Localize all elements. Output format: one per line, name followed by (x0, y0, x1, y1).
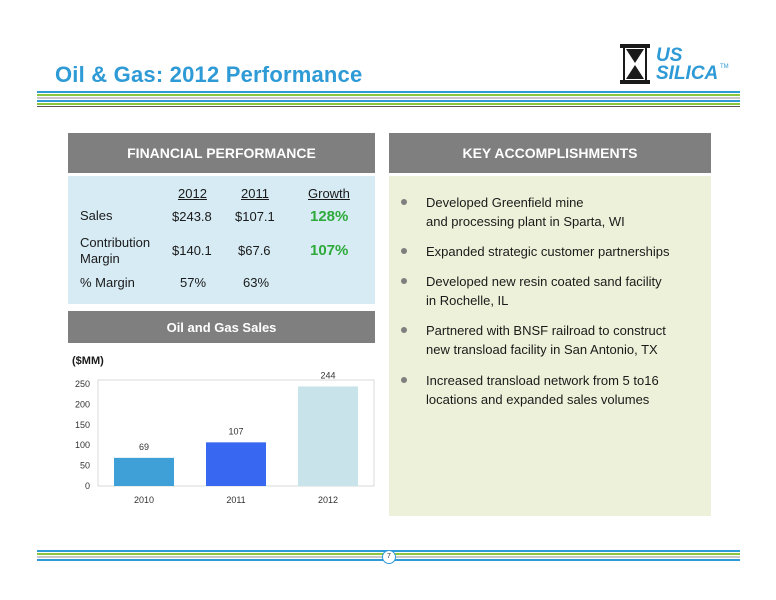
y-tick-label: 100 (75, 440, 90, 450)
column-header-2011: 2011 (241, 186, 269, 201)
list-item-line: Developed new resin coated sand facility (426, 274, 662, 289)
row-label-sales: Sales (80, 208, 113, 223)
list-item-line: and processing plant in Sparta, WI (426, 214, 625, 229)
list-item-line: Expanded strategic customer partnerships (426, 244, 670, 259)
column-header-2012: 2012 (178, 186, 207, 201)
logo-trademark: TM (720, 64, 729, 70)
bullet-icon (401, 248, 407, 254)
list-item-line: Partnered with BNSF railroad to construc… (426, 323, 666, 338)
y-tick-label: 50 (80, 461, 90, 471)
oil-gas-sales-header: Oil and Gas Sales (68, 311, 375, 343)
financial-performance-header: FINANCIAL PERFORMANCE (68, 133, 375, 173)
list-item-line: Increased transload network from 5 to16 (426, 373, 659, 388)
sales-growth: 128% (310, 208, 349, 225)
y-tick-label: 0 (85, 481, 90, 491)
bar-2012 (298, 386, 358, 486)
contribution-margin-2011: $67.6 (238, 243, 271, 258)
sales-2011: $107.1 (235, 209, 275, 224)
sales-2012: $243.8 (172, 209, 212, 224)
bullet-icon (401, 327, 407, 333)
bar-2010 (114, 457, 174, 486)
y-tick-label: 200 (75, 399, 90, 409)
bullet-icon (401, 278, 407, 284)
x-tick-label: 2011 (226, 495, 245, 505)
margin-pct-2012: 57% (180, 275, 207, 290)
list-item-line: Developed Greenfield mine (426, 195, 584, 210)
list-item-line: in Rochelle, IL (426, 293, 509, 308)
logo-text-silica: SILICA (656, 63, 719, 84)
x-tick-label: 2012 (318, 495, 338, 505)
data-label: 69 (139, 442, 149, 452)
key-accomplishments-header: KEY ACCOMPLISHMENTS (389, 133, 711, 173)
page-title: Oil & Gas: 2012 Performance (55, 62, 363, 87)
us-silica-logo: US SILICA TM (620, 44, 730, 86)
column-header-growth: Growth (308, 186, 350, 201)
y-tick-label: 150 (75, 420, 90, 430)
chart-y-label: ($MM) (72, 355, 104, 367)
data-label: 244 (320, 370, 335, 380)
bar-2011 (206, 442, 266, 486)
hourglass-icon (620, 44, 650, 84)
list-item-line: new transload facility in San Antonio, T… (426, 342, 658, 357)
page-number: 7 (382, 550, 396, 564)
oil-gas-sales-chart: ($MM) 0 50 100 150 200 250 69 2010 107 2011 244 20… (72, 355, 375, 505)
top-divider (37, 91, 740, 108)
row-label-margin-pct: % Margin (80, 275, 135, 290)
row-label-contribution-margin: Contribution Margin (80, 235, 151, 266)
data-label: 107 (228, 426, 243, 436)
accomplishments-list: Developed Greenfield mine and processing … (389, 176, 711, 516)
financial-table: 2012 2011 Growth Sales $243.8 $107.1 128… (68, 176, 375, 304)
list-item-line: locations and expanded sales volumes (426, 392, 650, 407)
logo-text-us: US (656, 45, 683, 66)
margin-pct-2011: 63% (243, 275, 270, 290)
x-tick-label: 2010 (134, 495, 154, 505)
bullet-icon (401, 377, 407, 383)
contribution-margin-growth: 107% (310, 242, 349, 259)
bullet-icon (401, 199, 407, 205)
y-tick-label: 250 (75, 379, 90, 389)
contribution-margin-2012: $140.1 (172, 243, 212, 258)
